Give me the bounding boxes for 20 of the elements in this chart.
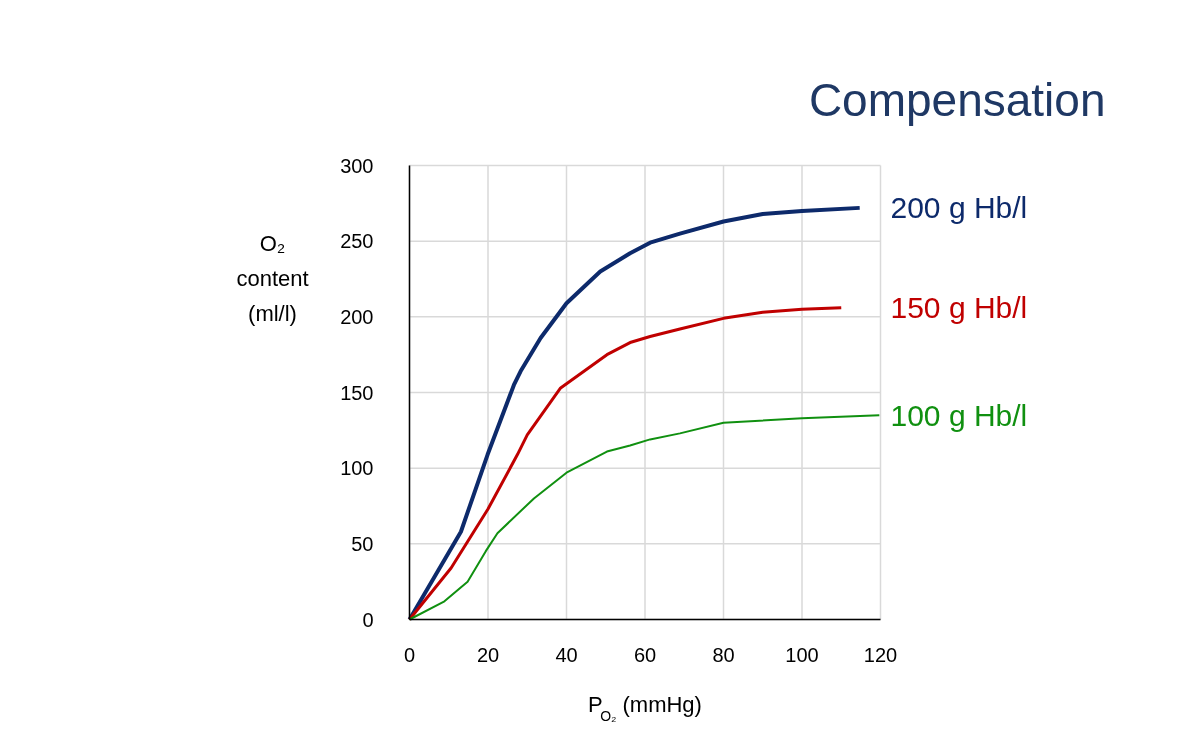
x-tick-label: 40 <box>555 643 578 666</box>
y-tick-label: 0 <box>362 608 374 631</box>
x-tick-label: 120 <box>863 643 898 666</box>
x-tick-label: 60 <box>633 643 657 666</box>
series-label: 150 g Hb/l <box>890 291 1028 325</box>
x-tick-label: 0 <box>403 643 416 666</box>
y-axis-title: O₂ content (ml/l) <box>236 230 309 326</box>
line-series <box>408 306 843 621</box>
series-label: 200 g Hb/l <box>890 191 1028 225</box>
x-tick-label: 80 <box>712 643 735 666</box>
x-tick-label: 20 <box>476 643 500 666</box>
y-tick-label: 200 <box>340 305 374 328</box>
y-tick-label: 300 <box>340 154 374 177</box>
y-tick-label: 50 <box>351 532 374 555</box>
chart-title: Compensation <box>808 73 1106 126</box>
y-tick-label: 100 <box>340 457 374 480</box>
series-label: 100 g Hb/l <box>890 398 1028 432</box>
y-tick-label: 250 <box>340 230 374 253</box>
x-tick-label: 100 <box>785 643 819 666</box>
y-tick-label: 150 <box>340 381 374 404</box>
